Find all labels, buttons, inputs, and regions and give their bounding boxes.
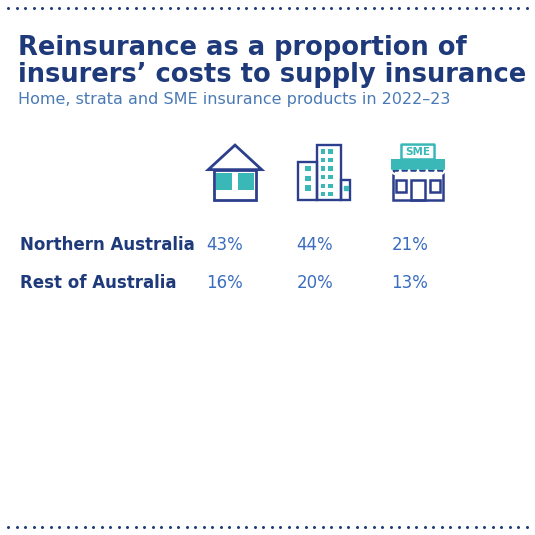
Text: 13%: 13% [392, 274, 429, 292]
Polygon shape [328, 149, 333, 154]
Polygon shape [305, 185, 311, 190]
Text: 44%: 44% [297, 236, 333, 254]
Polygon shape [328, 166, 333, 171]
Text: Reinsurance as a proportion of: Reinsurance as a proportion of [18, 35, 467, 61]
Polygon shape [321, 175, 325, 179]
Text: insurers’ costs to supply insurance: insurers’ costs to supply insurance [18, 62, 526, 88]
Polygon shape [321, 149, 325, 154]
Polygon shape [238, 173, 254, 190]
Text: 43%: 43% [207, 236, 243, 254]
FancyBboxPatch shape [401, 144, 434, 159]
Polygon shape [305, 166, 311, 171]
Text: 20%: 20% [296, 274, 333, 292]
Polygon shape [321, 166, 325, 171]
Polygon shape [216, 173, 232, 190]
Polygon shape [328, 158, 333, 162]
Polygon shape [321, 192, 325, 196]
Text: Home, strata and SME insurance products in 2022–23: Home, strata and SME insurance products … [18, 92, 450, 107]
Text: Rest of Australia: Rest of Australia [20, 274, 177, 292]
Text: 21%: 21% [392, 236, 429, 254]
Polygon shape [328, 175, 333, 179]
Polygon shape [328, 192, 333, 196]
Polygon shape [305, 175, 311, 181]
Text: SME: SME [406, 147, 431, 157]
Polygon shape [321, 184, 325, 188]
Text: 16%: 16% [207, 274, 243, 292]
Polygon shape [328, 184, 333, 188]
Text: Northern Australia: Northern Australia [20, 236, 195, 254]
Polygon shape [321, 158, 325, 162]
Polygon shape [391, 159, 445, 170]
